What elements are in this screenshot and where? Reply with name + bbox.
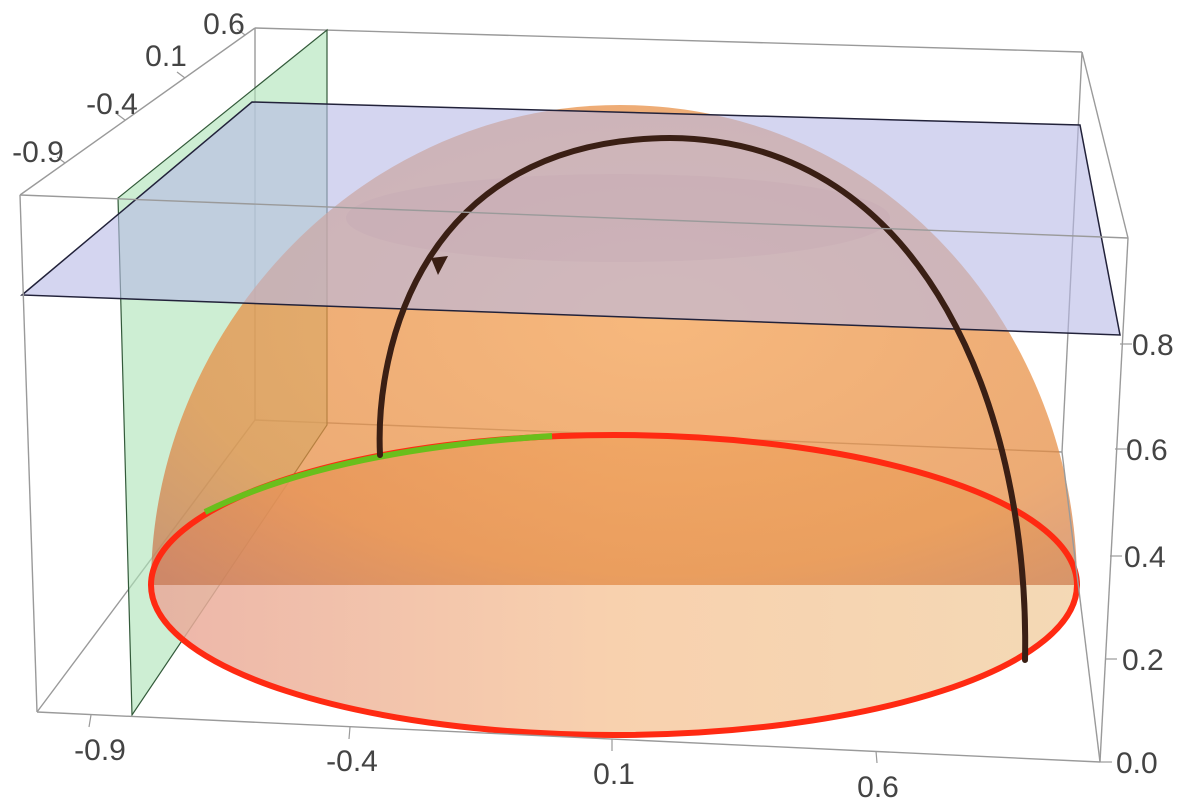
z-tick-label: 0.8 <box>1132 329 1174 362</box>
x-tick-label: -0.4 <box>326 745 378 778</box>
z-tick-label: 0.6 <box>1126 434 1168 467</box>
x-tick-label: 0.6 <box>857 771 899 804</box>
y-axis: -0.9 -0.4 0.1 0.6 <box>12 8 246 169</box>
z-tick-label: 0.2 <box>1122 644 1164 677</box>
z-axis: 0.0 0.2 0.4 0.6 0.8 <box>1100 329 1174 780</box>
y-tick-label: 0.6 <box>203 8 245 41</box>
x-axis: -0.9 -0.4 0.1 0.6 <box>74 714 899 804</box>
y-tick-label: -0.9 <box>12 136 64 169</box>
hemisphere-arc-curve <box>376 134 1029 663</box>
z-tick-label: 0.4 <box>1124 541 1166 574</box>
x-tick-label: -0.9 <box>74 734 126 767</box>
arc-direction-arrow <box>431 256 448 275</box>
z-tick-label: 0.0 <box>1116 747 1158 780</box>
bounding-box-front <box>19 51 1129 763</box>
y-tick-label: 0.1 <box>145 40 187 73</box>
y-tick-label: -0.4 <box>86 88 138 121</box>
blue-plane <box>20 101 1121 336</box>
x-tick-label: 0.1 <box>593 758 635 791</box>
base-circle-curve <box>148 432 1080 738</box>
base-circle-highlight <box>203 433 553 515</box>
